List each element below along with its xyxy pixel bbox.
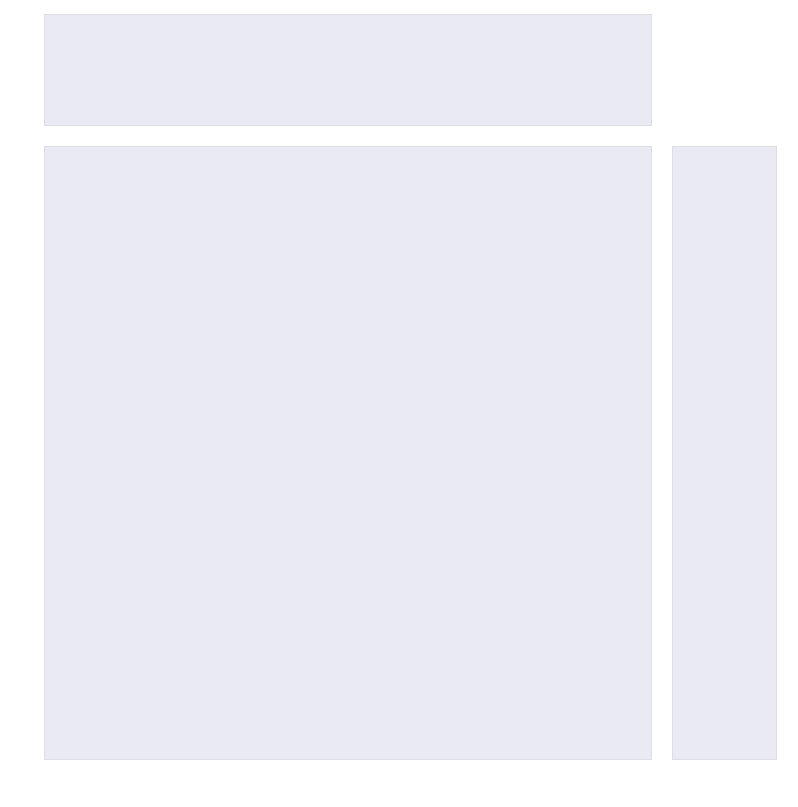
hp-marginal-histogram-panel xyxy=(672,146,777,760)
attack-marginal-histogram-panel xyxy=(44,14,652,126)
scatter-plot-panel xyxy=(44,146,652,760)
